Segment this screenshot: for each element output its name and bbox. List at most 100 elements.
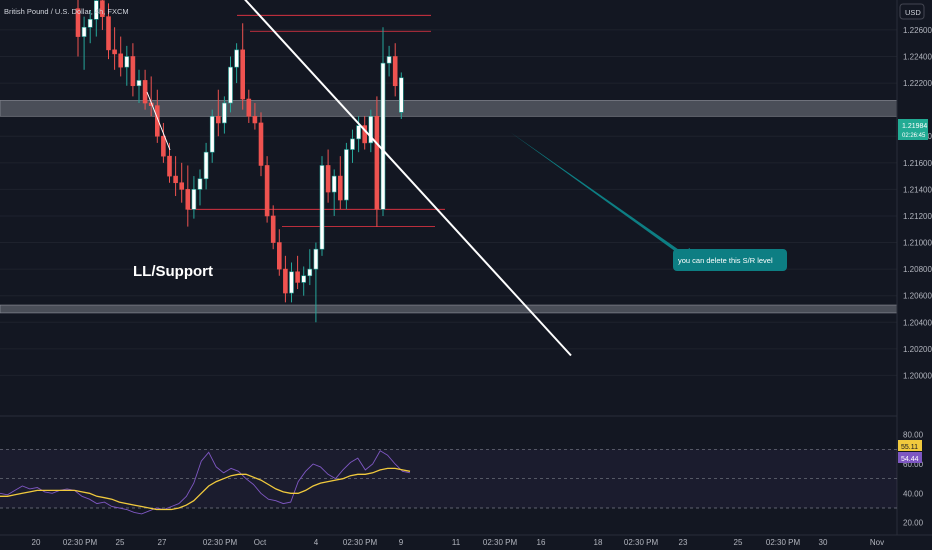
time-tick-label: 27: [158, 538, 167, 547]
candle-body: [374, 116, 380, 210]
candle-body: [124, 56, 130, 68]
rsi-badges: 55.11 54.44: [898, 440, 922, 463]
rsi-band-fill: [0, 449, 897, 508]
price-tick-label: 1.22200: [903, 79, 932, 88]
rsi-ma-line: [0, 467, 411, 511]
price-tick-label: 1.20200: [903, 345, 932, 354]
candle-body: [252, 116, 258, 124]
candle-body: [313, 248, 319, 270]
price-tick-label: 1.21400: [903, 185, 932, 194]
callout-pointer: [510, 132, 690, 262]
candle-body: [112, 49, 117, 55]
candle-body: [167, 155, 172, 177]
candle-body: [398, 77, 404, 113]
candle-body: [264, 165, 270, 217]
horizontal-levels: [187, 14, 445, 227]
candle-body: [222, 102, 227, 124]
candle-body: [87, 19, 93, 28]
candle-body: [173, 175, 178, 184]
candle-body: [100, 0, 105, 17]
candle-body: [118, 53, 123, 68]
candle-body: [142, 80, 148, 104]
candle-body: [161, 135, 166, 157]
candle-body: [81, 26, 87, 37]
price-tick-label: 1.22400: [903, 53, 932, 62]
sr-zone: [0, 100, 898, 117]
time-tick-label: 25: [116, 538, 125, 547]
time-tick-label: 02:30 PM: [343, 538, 378, 547]
candle-body: [179, 182, 184, 190]
sr-zone: [0, 304, 898, 314]
candlestick-series[interactable]: [75, 0, 404, 323]
rsi-tick-label: 20.00: [903, 519, 924, 528]
callout[interactable]: you can delete this S/R level: [510, 132, 787, 271]
time-tick-label: 02:30 PM: [203, 538, 238, 547]
candle-body: [350, 138, 355, 150]
candle-body: [295, 271, 300, 283]
time-tick-label: Oct: [254, 538, 267, 547]
time-tick-label: 4: [314, 538, 319, 547]
candle-body: [344, 149, 349, 201]
time-tick-label: 11: [452, 538, 461, 547]
candle-body: [283, 268, 288, 294]
rsi-ma-badge: [898, 440, 922, 451]
time-tick-label: 23: [679, 538, 688, 547]
candle-body: [368, 116, 374, 144]
currency-button[interactable]: USD: [899, 3, 925, 20]
current-price-badge: 1.21984 02:26:45: [898, 119, 928, 140]
candle-body: [362, 125, 368, 144]
currency-button-label: USD: [905, 8, 921, 17]
rsi-ma-value: 55.11: [901, 444, 918, 451]
price-tick-label: 1.21000: [903, 239, 932, 248]
candle-body: [392, 56, 398, 87]
candle-body: [289, 271, 294, 294]
time-tick-label: 02:30 PM: [766, 538, 801, 547]
price-badge-bg: [898, 119, 928, 140]
candle-body: [307, 268, 313, 277]
price-tick-label: 1.21200: [903, 212, 932, 221]
callout-text: you can delete this S/R level: [678, 256, 773, 265]
candle-body: [216, 116, 221, 124]
candle-body: [106, 16, 111, 51]
candle-body: [380, 62, 386, 210]
candle-body: [337, 175, 343, 201]
price-tick-label: 1.20000: [903, 371, 932, 380]
candle-body: [356, 125, 361, 140]
candle-body: [228, 66, 233, 104]
rsi-tick-label: 40.00: [903, 489, 924, 498]
price-grid: [0, 29, 897, 376]
rsi-line: [0, 450, 411, 515]
candle-body: [386, 56, 392, 64]
downtrend-line[interactable]: [212, 0, 572, 357]
currency-button-frame: [899, 3, 925, 20]
price-tick-label: 1.20600: [903, 292, 932, 301]
support-label: LL/Support: [133, 263, 213, 280]
time-tick-label: 02:30 PM: [63, 538, 98, 547]
rsi-tick-label: 80.00: [903, 431, 924, 440]
candle-body: [258, 122, 264, 166]
candle-body: [331, 175, 337, 193]
candle-body: [191, 189, 197, 210]
time-tick-label: 02:30 PM: [483, 538, 518, 547]
time-tick-label: 02:30 PM: [624, 538, 659, 547]
price-tick-label: 1.21600: [903, 159, 932, 168]
candle-body: [234, 49, 239, 68]
candle-body: [155, 105, 160, 137]
time-axis-labels: 20 02:30 PM 25 27 02:30 PM Oct 4 02:30 PM 9 11 02:…: [32, 538, 885, 547]
rsi-tick-label: 60.00: [903, 460, 924, 469]
price-tick-label: 1.20800: [903, 265, 932, 274]
rsi-series: [0, 450, 411, 515]
time-tick-label: 30: [819, 538, 828, 547]
candle-body: [246, 98, 252, 117]
time-tick-label: 18: [594, 538, 603, 547]
candle-body: [276, 242, 282, 270]
minor-trend-line[interactable]: [146, 91, 171, 151]
time-tick-label: 20: [32, 538, 41, 547]
candle-body: [203, 151, 209, 180]
candle-body: [270, 215, 276, 243]
candle-body: [94, 0, 99, 20]
candle-body: [319, 165, 325, 250]
candle-body: [185, 189, 191, 210]
